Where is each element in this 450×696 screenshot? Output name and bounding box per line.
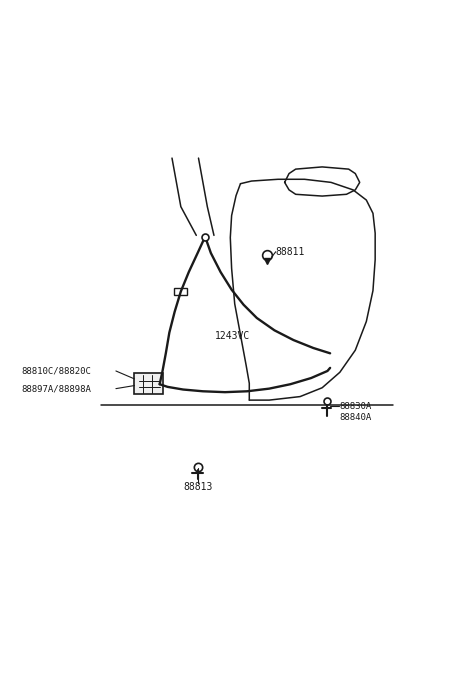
Text: 88813: 88813 (183, 482, 212, 492)
Text: 88830A: 88830A (339, 402, 371, 411)
Text: 1243VC: 1243VC (215, 331, 251, 340)
Text: 88811: 88811 (276, 246, 305, 257)
Text: 88897A/88898A: 88897A/88898A (21, 384, 91, 393)
Text: 88810C/88820C: 88810C/88820C (21, 367, 91, 375)
Bar (135, 373, 163, 395)
Text: 88840A: 88840A (339, 413, 371, 422)
Bar (174, 288, 188, 295)
